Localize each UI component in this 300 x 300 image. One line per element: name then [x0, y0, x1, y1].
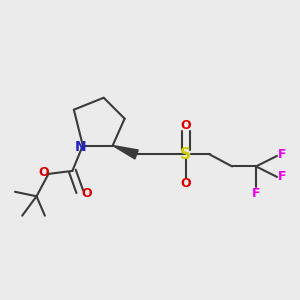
- Text: O: O: [181, 177, 191, 190]
- Polygon shape: [113, 146, 138, 159]
- Text: F: F: [252, 188, 260, 200]
- Text: O: O: [181, 119, 191, 132]
- Text: N: N: [75, 140, 87, 154]
- Text: F: F: [278, 170, 286, 183]
- Text: O: O: [81, 187, 92, 200]
- Text: S: S: [180, 147, 191, 162]
- Text: F: F: [278, 148, 286, 161]
- Text: O: O: [38, 166, 49, 178]
